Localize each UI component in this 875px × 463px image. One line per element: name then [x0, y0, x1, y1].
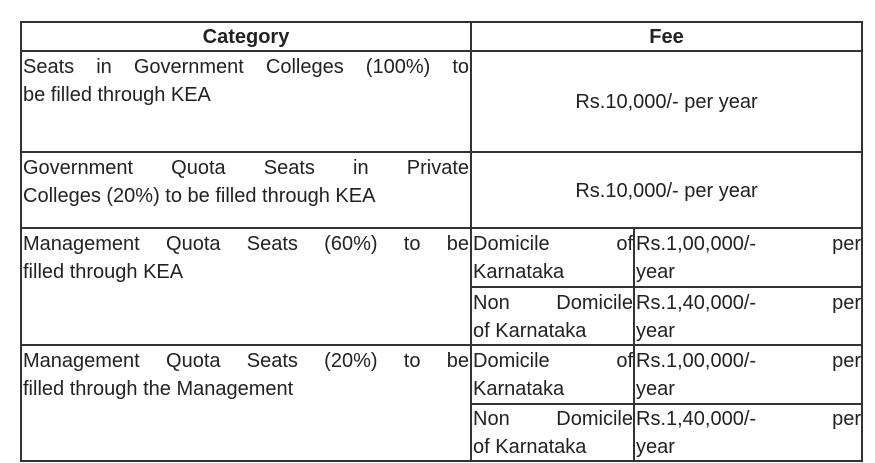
rule: [20, 344, 863, 346]
fee-cell: Rs.10,000/- per year: [575, 180, 758, 202]
header-category: Category: [202, 26, 290, 48]
rule: [471, 286, 863, 288]
fee-cell: Rs.1,40,000/- per year: [636, 405, 861, 461]
category-line: Management Quota Seats (60%) to be: [23, 233, 469, 255]
rule: [20, 151, 863, 153]
fee-line: Rs.1,00,000/- per: [636, 233, 861, 255]
category-cell: Management Quota Seats (60%) to be fille…: [23, 230, 469, 286]
category-line: Seats in Government Colleges (100%) to: [23, 56, 469, 78]
domicile-line: Karnataka: [473, 378, 565, 400]
category-line: filled through KEA: [23, 261, 184, 283]
fee-cell: Rs.1,00,000/- per year: [636, 230, 861, 286]
rule: [20, 21, 22, 462]
category-line: Management Quota Seats (20%) to be: [23, 350, 469, 372]
domicile-line: of Karnataka: [473, 436, 587, 458]
domicile-line: Karnataka: [473, 261, 565, 283]
fee-cell: Rs.1,00,000/- per year: [636, 347, 861, 403]
domicile-line: Domicile of: [473, 350, 633, 372]
category-cell: Government Quota Seats in Private Colleg…: [23, 154, 469, 210]
category-line: be filled through KEA: [23, 84, 211, 106]
rule: [471, 403, 863, 405]
fee-cell: Rs.10,000/- per year: [575, 91, 758, 113]
domicile-cell: Non Domicile of Karnataka: [473, 289, 633, 345]
rule: [633, 227, 635, 462]
domicile-line: Domicile of: [473, 233, 633, 255]
fee-cell: Rs.1,40,000/- per year: [636, 289, 861, 345]
category-line: Colleges (20%) to be filled through KEA: [23, 185, 376, 207]
fee-line: year: [636, 378, 675, 400]
domicile-line: of Karnataka: [473, 320, 587, 342]
fee-line: year: [636, 320, 675, 342]
category-cell: Seats in Government Colleges (100%) to b…: [23, 53, 469, 109]
domicile-line: Non Domicile: [473, 292, 633, 314]
fee-line: year: [636, 261, 675, 283]
rule: [20, 227, 863, 229]
category-line: filled through the Management: [23, 378, 294, 400]
domicile-line: Non Domicile: [473, 408, 633, 430]
fee-line: Rs.1,00,000/- per: [636, 350, 861, 372]
fee-line: year: [636, 436, 675, 458]
header-fee: Fee: [649, 26, 684, 48]
domicile-cell: Domicile of Karnataka: [473, 347, 633, 403]
fee-line: Rs.1,40,000/- per: [636, 408, 861, 430]
rule: [470, 21, 472, 462]
rule: [20, 50, 863, 52]
domicile-cell: Non Domicile of Karnataka: [473, 405, 633, 461]
rule: [861, 21, 863, 462]
category-line: Government Quota Seats in Private: [23, 157, 469, 179]
category-cell: Management Quota Seats (20%) to be fille…: [23, 347, 469, 403]
domicile-cell: Domicile of Karnataka: [473, 230, 633, 286]
rule: [20, 460, 863, 462]
fee-line: Rs.1,40,000/- per: [636, 292, 861, 314]
rule: [20, 21, 863, 23]
